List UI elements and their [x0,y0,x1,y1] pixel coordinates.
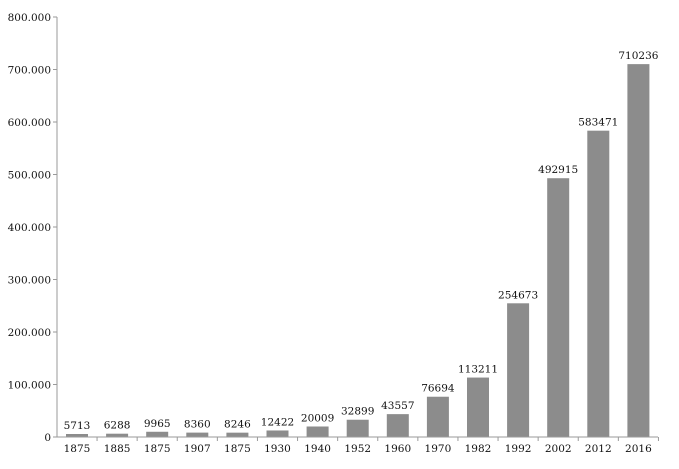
bar-value-label: 710236 [618,50,658,62]
y-tick-label: 800.000 [8,12,51,24]
bars: 5713 6288 9965 8360 8246 12422 20009 32899 43557… [64,50,659,438]
bar-value-label: 12422 [261,416,294,428]
bar [426,396,449,437]
bar [346,419,369,437]
bar-value-label: 8246 [224,419,251,431]
bar-value-label: 5713 [64,420,91,432]
x-category-label: 2016 [625,443,652,455]
bar [627,64,650,437]
y-tick-label: 700.000 [8,65,51,77]
bar-value-label: 9965 [144,418,171,430]
y-tick-label: 400.000 [8,222,51,234]
bar [386,414,409,437]
x-category-label: 1930 [264,443,291,455]
bar-value-label: 76694 [421,383,455,395]
y-tick-label: 200.000 [8,327,51,339]
bar-value-label: 6288 [104,420,131,432]
x-category-label: 1982 [465,443,492,455]
y-tick-label: 100.000 [8,380,51,392]
bar-value-label: 492915 [538,164,578,176]
x-category-label: 2002 [545,443,572,455]
x-category-label: 1960 [384,443,411,455]
x-category-label: 1970 [425,443,452,455]
bar [547,178,570,438]
bar [186,432,209,437]
x-category-label: 1875 [144,443,171,455]
x-category-label: 1940 [304,443,331,455]
bar [106,433,129,437]
x-category-label: 1885 [104,443,131,455]
bar [467,377,489,437]
y-tick-label: 600.000 [8,117,51,129]
x-category-label: 1992 [505,443,532,455]
bar [507,303,530,437]
bar-value-label: 32899 [341,406,374,418]
y-tick-label: 500.000 [8,170,51,182]
bar [226,432,249,437]
bar-value-label: 43557 [381,400,414,412]
x-category-label: 1952 [344,443,371,455]
bar-value-label: 113211 [458,364,498,376]
y-tick-label: 300.000 [8,275,51,287]
bar [146,431,169,437]
bar [306,426,329,437]
x-category-label: 1907 [184,443,211,455]
bar-value-label: 583471 [578,117,618,129]
x-category-label: 2012 [585,443,612,455]
bar [66,434,88,437]
bar [266,430,289,437]
bar-value-label: 8360 [184,419,211,431]
x-category-label: 1875 [224,443,251,455]
x-axis: 1875 1885 1875 1907 1875 1930 1940 1952 1960 1970… [57,436,659,455]
bar [587,130,610,437]
bar-value-label: 20009 [301,412,334,424]
y-tick-label: 0 [44,432,51,444]
y-axis: 0 100.000 200.000 300.000 400.000 500.000 600.… [8,12,58,444]
x-category-label: 1875 [64,443,91,455]
bar-value-label: 254673 [498,289,538,301]
